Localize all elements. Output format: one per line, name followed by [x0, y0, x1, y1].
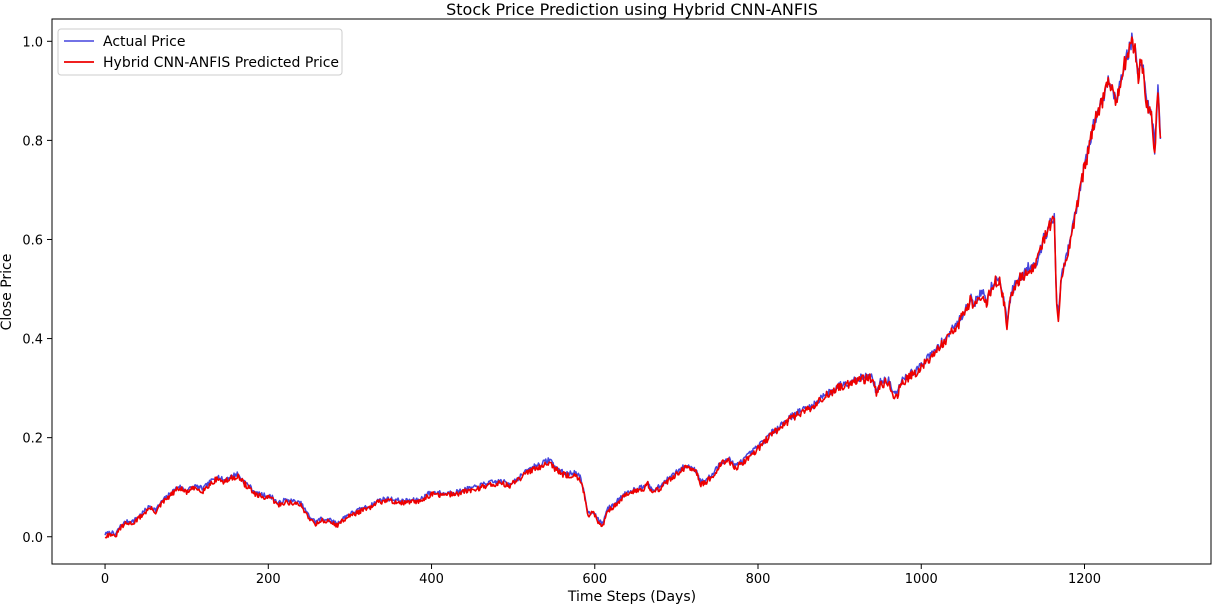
y-tick-label: 0.2: [22, 432, 43, 447]
y-tick-label: 0.8: [22, 134, 43, 149]
x-tick-label: 600: [582, 572, 607, 587]
x-tick-label: 800: [746, 572, 771, 587]
legend-label-actual: Actual Price: [103, 34, 185, 50]
x-tick-label: 1200: [1068, 572, 1101, 587]
series-line-predicted: [104, 36, 1162, 539]
x-axis-label: Time Steps (Days): [567, 589, 696, 604]
chart-title: Stock Price Prediction using Hybrid CNN-…: [446, 0, 818, 19]
y-tick-label: 1.0: [22, 35, 43, 50]
legend-label-predicted: Hybrid CNN-ANFIS Predicted Price: [103, 55, 339, 71]
x-tick-label: 400: [419, 572, 444, 587]
y-tick-label: 0.4: [22, 333, 43, 348]
x-tick-label: 0: [101, 572, 109, 587]
legend: Actual Price Hybrid CNN-ANFIS Predicted …: [57, 28, 343, 76]
plot-frame: [51, 18, 1212, 565]
y-axis-label: Close Price: [0, 254, 15, 331]
legend-box: [57, 28, 343, 76]
y-axis: 0.0 0.2 0.4 0.6 0.8 1.0: [22, 35, 52, 546]
x-tick-label: 200: [256, 572, 281, 587]
x-axis: 0 200 400 600 800 1000 1200: [101, 564, 1101, 587]
series-layer: [104, 32, 1162, 539]
y-tick-label: 0.0: [22, 531, 43, 546]
y-tick-label: 0.6: [22, 233, 43, 248]
x-tick-label: 1000: [905, 572, 938, 587]
